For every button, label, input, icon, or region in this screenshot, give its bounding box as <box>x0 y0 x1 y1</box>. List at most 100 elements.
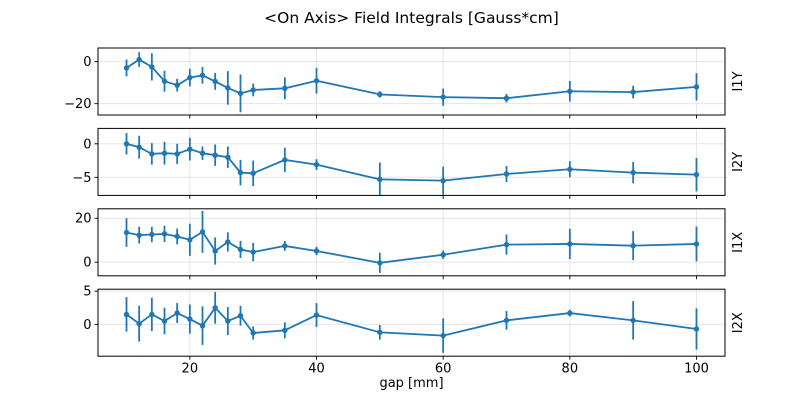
gridlines <box>98 128 725 196</box>
data-point-marker <box>212 78 218 85</box>
data-point-marker <box>149 311 155 318</box>
data-point-marker <box>237 246 244 253</box>
data-point-marker <box>250 87 256 93</box>
chart-title: <On Axis> Field Integrals [Gauss*cm] <box>264 9 559 27</box>
data-point-marker <box>503 95 510 101</box>
y-tick-label: 5 <box>83 285 91 300</box>
data-point-marker <box>313 248 320 254</box>
data-series <box>123 133 700 197</box>
data-point-marker <box>225 239 231 245</box>
y-tick-label: 0 <box>83 256 91 271</box>
data-point-marker <box>225 318 231 324</box>
y-tick-label: 20 <box>75 212 92 227</box>
data-point-marker <box>123 65 130 71</box>
tick-marks <box>94 290 697 360</box>
data-point-marker <box>377 329 383 336</box>
data-point-marker <box>282 157 288 163</box>
data-point-marker <box>212 152 218 158</box>
data-point-marker <box>440 177 446 184</box>
series-line <box>126 58 697 100</box>
data-point-marker <box>250 330 256 336</box>
gridlines <box>98 48 725 115</box>
data-series <box>123 210 700 273</box>
data-point-marker <box>187 237 193 243</box>
axes-frame <box>97 47 726 116</box>
data-point-marker <box>440 332 446 339</box>
gridlines <box>98 289 725 357</box>
data-point-marker <box>567 310 573 316</box>
data-point-marker <box>199 72 206 79</box>
data-point-marker <box>187 146 193 152</box>
data-point-marker <box>174 310 180 316</box>
data-point-marker <box>630 243 636 249</box>
data-point-marker <box>212 305 218 311</box>
data-point-marker <box>250 170 256 176</box>
data-point-marker <box>503 317 510 324</box>
data-point-marker <box>136 144 142 150</box>
y-tick-label: 0 <box>83 55 91 70</box>
tick-marks <box>94 143 697 199</box>
data-point-marker <box>237 313 244 319</box>
data-point-marker <box>567 166 573 172</box>
data-point-marker <box>313 78 320 84</box>
data-point-marker <box>440 252 446 258</box>
data-point-marker <box>630 317 636 324</box>
data-point-marker <box>377 91 383 98</box>
tick-marks <box>94 217 697 280</box>
data-point-marker <box>693 326 700 332</box>
data-point-marker <box>161 318 168 324</box>
data-point-marker <box>503 171 510 177</box>
y-tick-label: −5 <box>72 171 91 186</box>
data-point-marker <box>136 56 142 63</box>
data-point-marker <box>225 85 231 91</box>
ylabel-i1x: I1X <box>731 232 746 253</box>
axes-frame <box>97 288 726 357</box>
y-tick-label: 0 <box>83 137 91 152</box>
data-point-marker <box>313 161 320 168</box>
data-point-marker <box>237 90 244 97</box>
data-point-marker <box>313 312 320 318</box>
data-point-marker <box>567 88 573 94</box>
data-point-marker <box>250 249 256 255</box>
x-axis-label: gap [mm] <box>379 376 444 391</box>
data-point-marker <box>199 229 206 235</box>
data-series <box>123 291 700 353</box>
data-point-marker <box>123 229 130 236</box>
data-point-marker <box>123 311 130 318</box>
data-point-marker <box>149 231 155 238</box>
subplot-i2y: 0 −5 I2Y <box>72 127 746 199</box>
gridlines <box>98 208 725 276</box>
data-point-marker <box>225 154 231 160</box>
ylabel-i1y: I1Y <box>731 71 746 91</box>
x-tick-label: 40 <box>308 362 325 377</box>
data-point-marker <box>187 316 193 322</box>
subplot-i2x: 5 0 I2X 20 40 60 80 100 <box>83 285 746 377</box>
data-point-marker <box>161 78 168 84</box>
series-line <box>125 306 697 337</box>
ylabel-i2y: I2Y <box>731 152 746 172</box>
data-point-marker <box>161 150 168 156</box>
data-point-marker <box>377 176 383 183</box>
y-tick-label: 0 <box>83 318 91 333</box>
x-tick-label: 100 <box>684 362 709 377</box>
data-point-marker <box>693 241 700 247</box>
subplot-i1y: 0 −20 I1Y <box>64 47 746 119</box>
data-point-marker <box>161 231 168 237</box>
data-point-marker <box>693 171 700 178</box>
series-line <box>126 230 697 264</box>
data-point-marker <box>174 82 180 88</box>
ylabel-i2x: I2X <box>731 312 746 333</box>
data-point-marker <box>149 151 155 157</box>
data-point-marker <box>630 89 636 95</box>
data-point-marker <box>567 241 573 247</box>
data-point-marker <box>282 243 288 249</box>
data-point-marker <box>199 322 206 329</box>
data-point-marker <box>136 232 142 238</box>
tick-marks <box>94 61 697 119</box>
data-point-marker <box>136 320 142 327</box>
data-point-marker <box>174 151 180 157</box>
data-point-marker <box>693 84 700 90</box>
data-point-marker <box>149 64 155 70</box>
data-point-marker <box>282 85 288 92</box>
